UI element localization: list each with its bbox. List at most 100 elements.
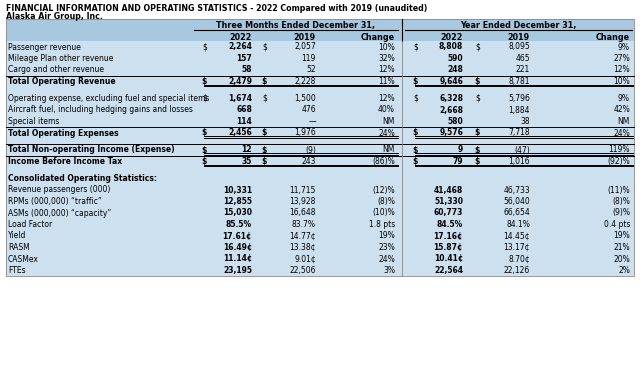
Text: 13.38¢: 13.38¢ [289, 243, 316, 252]
Text: NM: NM [618, 117, 630, 126]
Text: 84.1%: 84.1% [506, 220, 530, 229]
Text: 16,648: 16,648 [289, 209, 316, 217]
Text: 35: 35 [242, 157, 252, 166]
Text: Change: Change [596, 33, 630, 41]
Text: 2022: 2022 [230, 33, 252, 41]
Text: Income Before Income Tax: Income Before Income Tax [8, 157, 122, 166]
Text: 52: 52 [307, 66, 316, 75]
Text: 12,855: 12,855 [223, 197, 252, 206]
Text: 10,331: 10,331 [223, 186, 252, 194]
Text: $: $ [262, 94, 267, 103]
Text: 590: 590 [447, 54, 463, 63]
Text: $: $ [202, 146, 207, 154]
Text: 12: 12 [241, 146, 252, 154]
Text: 24%: 24% [378, 254, 395, 264]
Text: 12%: 12% [378, 94, 395, 103]
Text: $: $ [475, 77, 480, 86]
Text: FINANCIAL INFORMATION AND OPERATING STATISTICS - 2022 Compared with 2019 (unaudi: FINANCIAL INFORMATION AND OPERATING STAT… [6, 4, 428, 13]
Text: Operating expense, excluding fuel and special items: Operating expense, excluding fuel and sp… [8, 94, 209, 103]
Text: 2,228: 2,228 [294, 77, 316, 86]
Text: 21%: 21% [613, 243, 630, 252]
Text: 19%: 19% [613, 232, 630, 240]
Text: $: $ [202, 42, 207, 52]
Text: NM: NM [383, 146, 395, 154]
Text: $: $ [202, 94, 207, 103]
Text: 1,016: 1,016 [508, 157, 530, 166]
Text: 221: 221 [516, 66, 530, 75]
Text: ASMs (000,000) “capacity”: ASMs (000,000) “capacity” [8, 209, 111, 217]
Text: 40%: 40% [378, 105, 395, 115]
Text: Special items: Special items [8, 117, 60, 126]
Text: Load Factor: Load Factor [8, 220, 52, 229]
Text: 15,030: 15,030 [223, 209, 252, 217]
Text: $: $ [413, 42, 418, 52]
Text: 22,506: 22,506 [289, 266, 316, 275]
Text: 32%: 32% [378, 54, 395, 63]
Text: 8.70¢: 8.70¢ [508, 254, 530, 264]
Text: 60,773: 60,773 [434, 209, 463, 217]
Text: $: $ [262, 77, 267, 86]
Text: 5,796: 5,796 [508, 94, 530, 103]
Text: 2,668: 2,668 [439, 105, 463, 115]
Text: 41,468: 41,468 [434, 186, 463, 194]
Text: (11)%: (11)% [607, 186, 630, 194]
Text: Aircraft fuel, including hedging gains and losses: Aircraft fuel, including hedging gains a… [8, 105, 193, 115]
Text: Consolidated Operating Statistics:: Consolidated Operating Statistics: [8, 174, 157, 183]
Text: Passenger revenue: Passenger revenue [8, 42, 81, 52]
Text: Yield: Yield [8, 232, 26, 240]
Text: $: $ [202, 77, 207, 86]
Text: $: $ [262, 146, 267, 154]
Text: 2,479: 2,479 [228, 77, 252, 86]
Text: (86)%: (86)% [372, 157, 395, 166]
Text: 14.45¢: 14.45¢ [504, 232, 530, 240]
Text: 2,264: 2,264 [228, 42, 252, 52]
Text: 66,654: 66,654 [503, 209, 530, 217]
Text: 24%: 24% [613, 128, 630, 138]
Text: 2%: 2% [618, 266, 630, 275]
Text: Three Months Ended December 31,: Three Months Ended December 31, [216, 21, 376, 30]
Text: Total Non-operating Income (Expense): Total Non-operating Income (Expense) [8, 146, 175, 154]
Text: 20%: 20% [613, 254, 630, 264]
Text: Alaska Air Group, Inc.: Alaska Air Group, Inc. [6, 12, 103, 21]
Text: 0.4 pts: 0.4 pts [604, 220, 630, 229]
Text: RASM: RASM [8, 243, 29, 252]
Text: $: $ [413, 146, 418, 154]
Text: 476: 476 [301, 105, 316, 115]
Text: Total Operating Revenue: Total Operating Revenue [8, 77, 116, 86]
Text: 9: 9 [458, 146, 463, 154]
Text: 668: 668 [236, 105, 252, 115]
Text: $: $ [262, 42, 267, 52]
Text: 10.41¢: 10.41¢ [434, 254, 463, 264]
Text: 11.14¢: 11.14¢ [223, 254, 252, 264]
Text: 9.01¢: 9.01¢ [294, 254, 316, 264]
Text: 1,884: 1,884 [509, 105, 530, 115]
Text: (47): (47) [515, 146, 530, 154]
Text: 58: 58 [241, 66, 252, 75]
Text: 51,330: 51,330 [434, 197, 463, 206]
Bar [6, 19, 634, 276]
Text: 83.7%: 83.7% [292, 220, 316, 229]
Text: 42%: 42% [613, 105, 630, 115]
Text: Mileage Plan other revenue: Mileage Plan other revenue [8, 54, 113, 63]
Text: 1.8 pts: 1.8 pts [369, 220, 395, 229]
Text: 11,715: 11,715 [290, 186, 316, 194]
Text: 465: 465 [515, 54, 530, 63]
Text: 11%: 11% [378, 77, 395, 86]
Text: (9): (9) [305, 146, 316, 154]
Text: 114: 114 [236, 117, 252, 126]
Text: 84.5%: 84.5% [436, 220, 463, 229]
Text: $: $ [413, 128, 418, 138]
Text: 243: 243 [301, 157, 316, 166]
Text: 14.77¢: 14.77¢ [289, 232, 316, 240]
Text: 9,646: 9,646 [439, 77, 463, 86]
Text: 119: 119 [301, 54, 316, 63]
Text: $: $ [202, 157, 207, 166]
Text: 1,976: 1,976 [294, 128, 316, 138]
Text: 15.87¢: 15.87¢ [434, 243, 463, 252]
Text: 79: 79 [452, 157, 463, 166]
Text: 2,057: 2,057 [294, 42, 316, 52]
Text: (12)%: (12)% [372, 186, 395, 194]
Text: 9%: 9% [618, 42, 630, 52]
Text: (10)%: (10)% [372, 209, 395, 217]
Text: 119%: 119% [609, 146, 630, 154]
